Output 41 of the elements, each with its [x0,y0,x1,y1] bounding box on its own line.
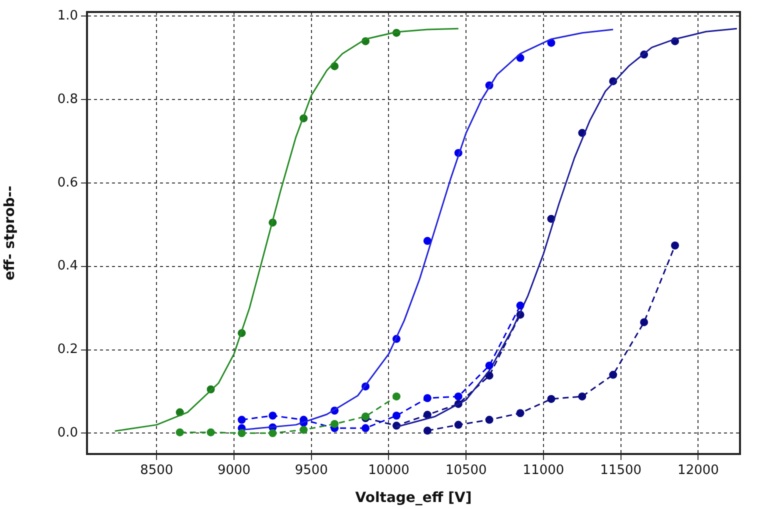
point [300,426,308,434]
point [640,318,648,326]
y-tick-label: 0.4 [57,258,78,274]
y-tick-label: 0.2 [57,342,78,358]
point [392,392,400,400]
point [392,412,400,420]
x-tick-label: 10000 [368,463,410,478]
point [485,416,494,424]
y-tick-label: 0.6 [57,175,78,190]
x-tick-label: 11500 [600,463,642,478]
point [671,242,680,250]
point [362,424,370,432]
point [423,394,432,402]
point [609,370,618,379]
point [547,394,556,403]
point [176,428,184,436]
point [516,302,524,310]
x-tick-label: 12000 [678,463,719,478]
point [423,426,432,435]
y-tick-label: 0.0 [57,426,78,441]
x-tick-label: 8500 [140,463,174,478]
x-tick-label: 11000 [522,463,564,478]
point [238,416,246,424]
point [238,429,246,438]
x-tick-label: 9000 [217,463,251,478]
point [423,236,432,245]
point [268,412,277,420]
point [516,409,524,418]
x-tick-label: 10500 [445,463,487,478]
x-tick-label: 9500 [294,463,328,478]
point [206,428,215,436]
y-axis-title: eff- stprob-- [2,185,18,280]
point [578,392,586,400]
y-tick-label: 0.8 [57,92,78,107]
point [454,420,462,429]
point [485,362,494,370]
y-tick-label: 1.0 [57,8,78,24]
point [268,429,277,438]
x-axis-title: Voltage_eff [V] [355,490,472,506]
point [330,420,339,428]
point [454,392,462,400]
